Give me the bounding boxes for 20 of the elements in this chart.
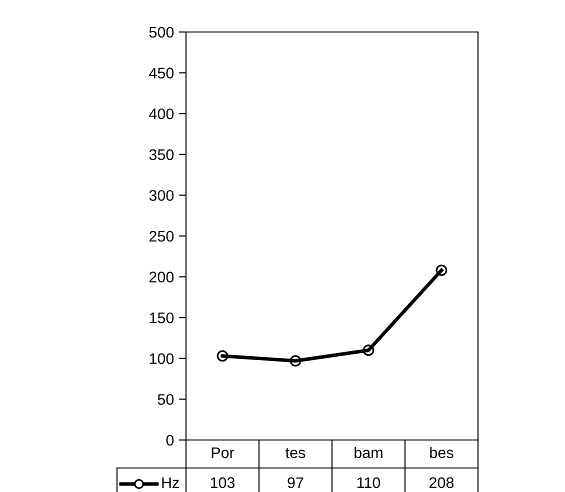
y-tick-label: 400 (149, 108, 174, 120)
data-label: 110 (357, 477, 380, 488)
y-tick-label: 300 (149, 190, 174, 201)
x-tick-label: Por (212, 447, 234, 458)
y-tick-label: 200 (149, 272, 174, 282)
x-tick-label: bam (354, 446, 382, 458)
y-tick-label: 50 (158, 394, 174, 405)
y-tick-label: 150 (150, 312, 174, 324)
y-tick-label: 450 (149, 68, 174, 78)
x-tick-label: tes (286, 448, 306, 458)
y-tick-label: 100 (150, 353, 174, 364)
data-label: 97 (288, 477, 304, 488)
x-tick-label: bes (430, 446, 454, 458)
y-tick-label: 500 (149, 26, 174, 38)
data-label: 208 (430, 477, 454, 488)
legend-label: Hz (162, 477, 179, 488)
y-tick-label: 350 (149, 149, 174, 160)
data-label: 103 (210, 477, 235, 488)
y-tick-label: 0 (166, 434, 174, 446)
y-tick-label: 250 (149, 230, 174, 242)
